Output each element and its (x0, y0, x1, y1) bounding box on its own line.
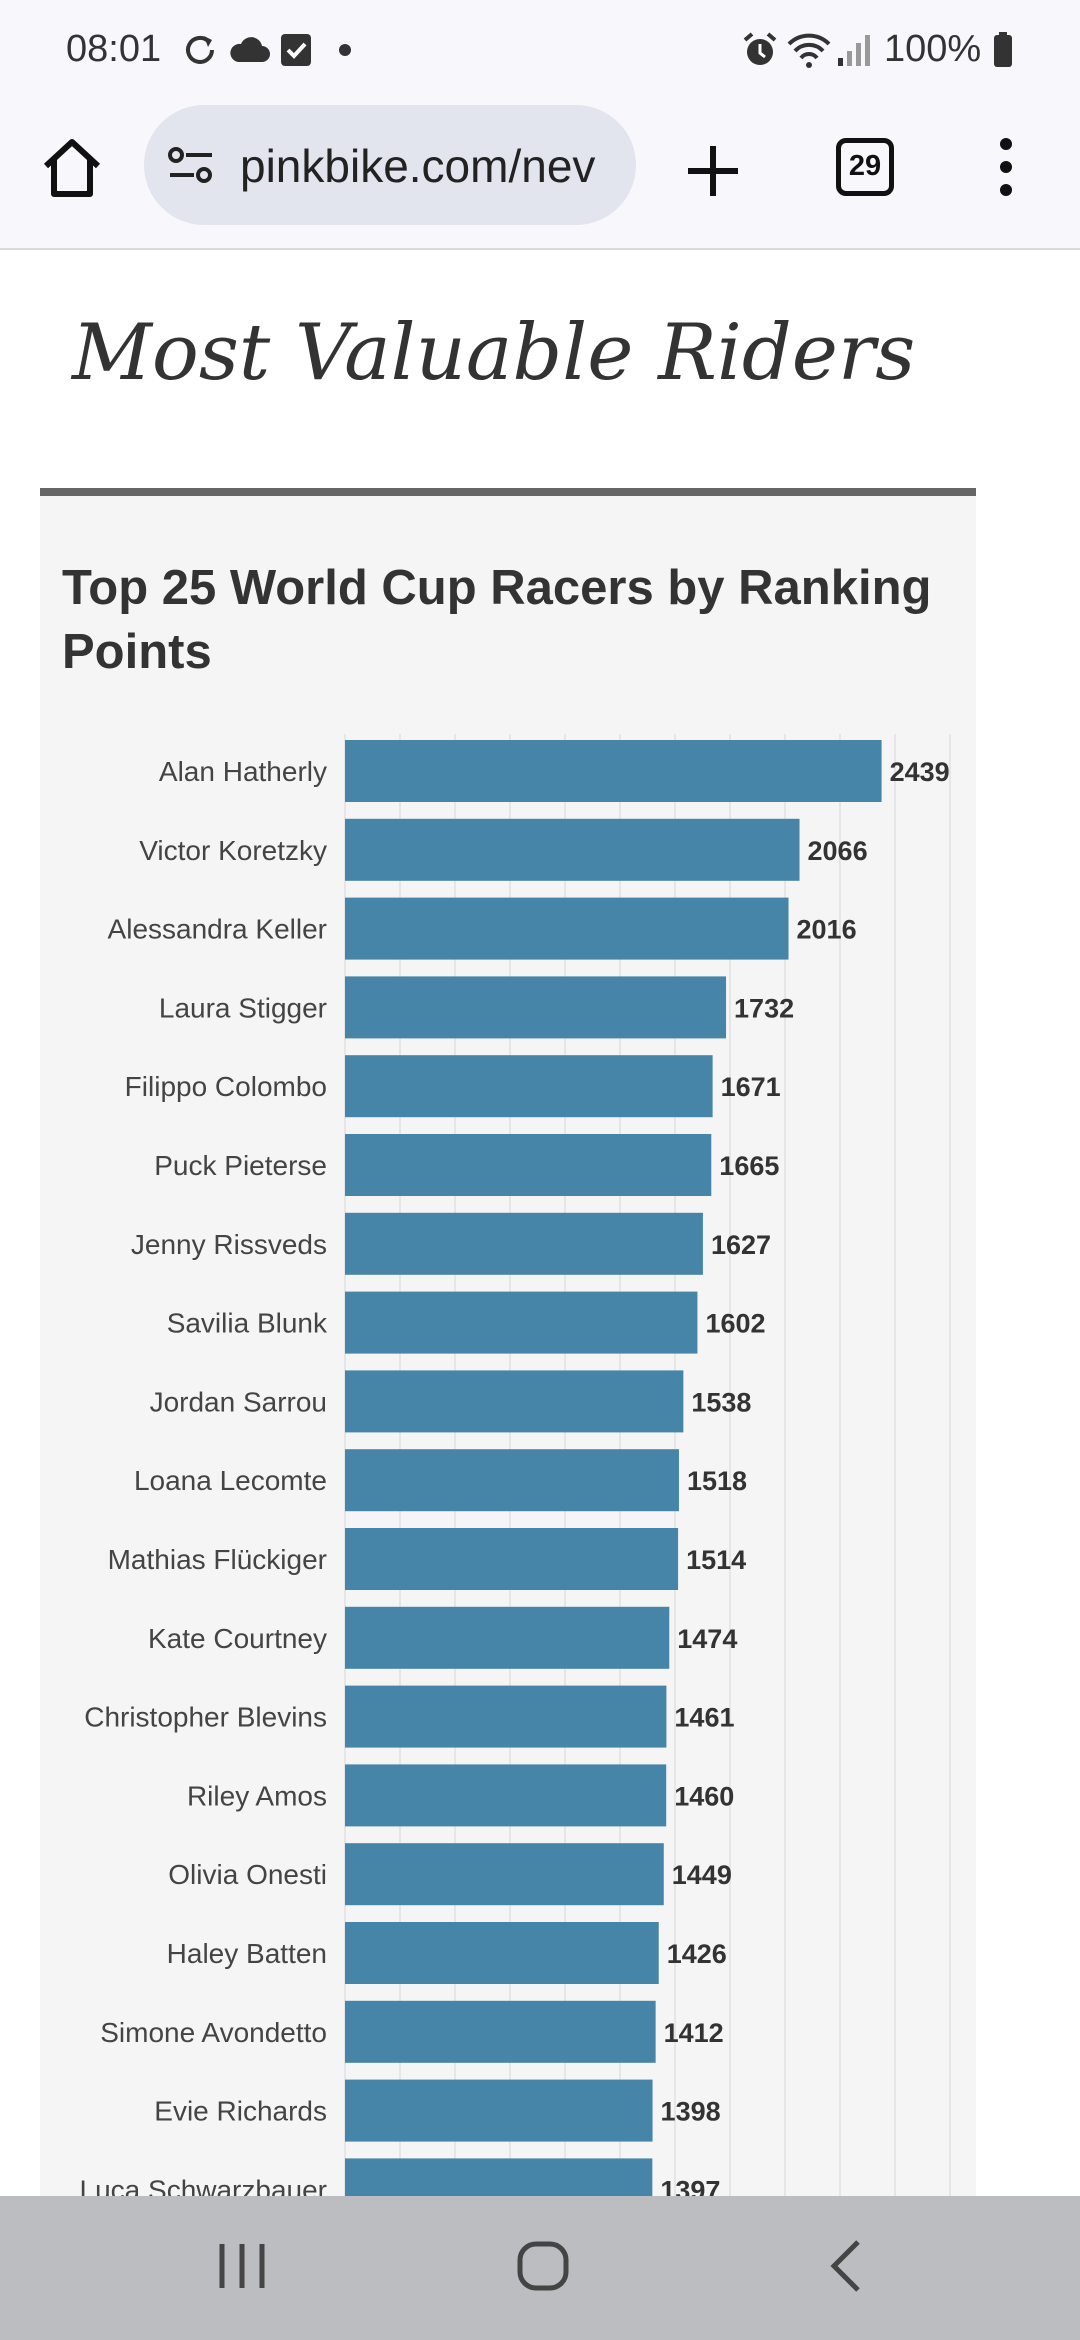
category-label: Alan Hatherly (159, 756, 327, 787)
status-bar: 08:01 100% (0, 0, 1080, 100)
more-vert-icon[interactable] (986, 134, 1026, 200)
data-label: 2016 (797, 915, 857, 945)
battery-icon (994, 32, 1012, 67)
navigation-bar (0, 2196, 1080, 2340)
bar (345, 1922, 659, 1984)
bar (345, 1843, 664, 1906)
data-label: 1518 (687, 1466, 747, 1496)
status-time: 08:01 (66, 28, 162, 70)
browser-toolbar: pinkbike.com/nev 29 (0, 100, 1080, 250)
data-label: 1398 (661, 2097, 721, 2127)
data-label: 1460 (674, 1781, 734, 1811)
bar (345, 2000, 656, 2063)
bar (345, 1055, 713, 1118)
cloud-icon (230, 37, 270, 62)
bar (345, 1370, 684, 1433)
category-label: Kate Courtney (148, 1623, 327, 1654)
chart-card: Top 25 World Cup Racers by Ranking Point… (40, 488, 976, 2256)
data-label: 2066 (808, 836, 868, 866)
data-label: 1671 (721, 1072, 781, 1102)
battery-percentage: 100% (884, 28, 982, 70)
category-label: Olivia Onesti (168, 1859, 327, 1890)
bar (345, 1291, 698, 1354)
bar (345, 1449, 679, 1512)
category-label: Victor Koretzky (139, 835, 327, 866)
tabs-button[interactable]: 29 (836, 138, 894, 196)
category-label: Savilia Blunk (167, 1308, 328, 1339)
data-label: 1426 (667, 1939, 727, 1969)
bar (345, 1134, 712, 1196)
data-label: 2439 (890, 757, 950, 787)
wifi-icon (787, 33, 831, 68)
category-label: Puck Pieterse (154, 1150, 327, 1181)
category-label: Haley Batten (167, 1938, 327, 1969)
category-label: Jenny Rissveds (131, 1229, 327, 1260)
data-label: 1461 (674, 1703, 734, 1733)
url-text[interactable]: pinkbike.com/nev (240, 140, 596, 192)
bar (345, 740, 882, 802)
category-label: Jordan Sarrou (150, 1386, 327, 1417)
site-settings-icon[interactable] (166, 145, 216, 185)
bar (345, 1606, 670, 1669)
back-icon[interactable] (824, 2236, 868, 2296)
bar (345, 1212, 703, 1275)
category-label: Riley Amos (187, 1780, 327, 1811)
data-label: 1514 (686, 1545, 746, 1575)
alarm-icon (743, 32, 777, 65)
data-label: 1627 (711, 1230, 771, 1260)
bar (345, 1685, 667, 1748)
category-label: Laura Stigger (159, 992, 327, 1023)
address-bar[interactable]: pinkbike.com/nev (144, 105, 636, 225)
sync-icon (186, 35, 214, 64)
bar (345, 976, 727, 1039)
category-label: Loana Lecomte (134, 1465, 327, 1496)
bar (345, 1764, 667, 1827)
category-label: Simone Avondetto (100, 2017, 327, 2048)
category-label: Filippo Colombo (125, 1071, 327, 1102)
category-label: Christopher Blevins (84, 1702, 327, 1733)
article-heading: Most Valuable Riders (72, 308, 916, 398)
home-icon[interactable] (36, 132, 108, 204)
category-label: Evie Richards (154, 2096, 327, 2127)
plus-icon[interactable] (680, 138, 746, 204)
bar-chart: Alan Hatherly 2439 Victor Koretzky 2066 Ales… (80, 734, 951, 2256)
home-circle-icon[interactable] (514, 2236, 574, 2296)
bar (345, 818, 800, 881)
data-label: 1538 (691, 1387, 751, 1417)
data-label: 1665 (719, 1151, 779, 1181)
recent-apps-icon[interactable] (214, 2236, 270, 2296)
data-label: 1732 (734, 993, 794, 1023)
data-label: 1412 (664, 2018, 724, 2048)
signal-icon (838, 35, 870, 66)
category-label: Alessandra Keller (108, 914, 327, 945)
chart-title: Top 25 World Cup Racers by Ranking Point… (62, 561, 932, 679)
checkbox-icon (281, 34, 311, 66)
dot-icon (339, 44, 351, 56)
bar (345, 897, 789, 960)
bar (345, 2079, 653, 2142)
category-label: Mathias Flückiger (108, 1544, 327, 1575)
data-label: 1602 (705, 1309, 765, 1339)
bar (345, 1528, 679, 1590)
data-label: 1474 (677, 1624, 737, 1654)
data-label: 1449 (672, 1860, 732, 1890)
